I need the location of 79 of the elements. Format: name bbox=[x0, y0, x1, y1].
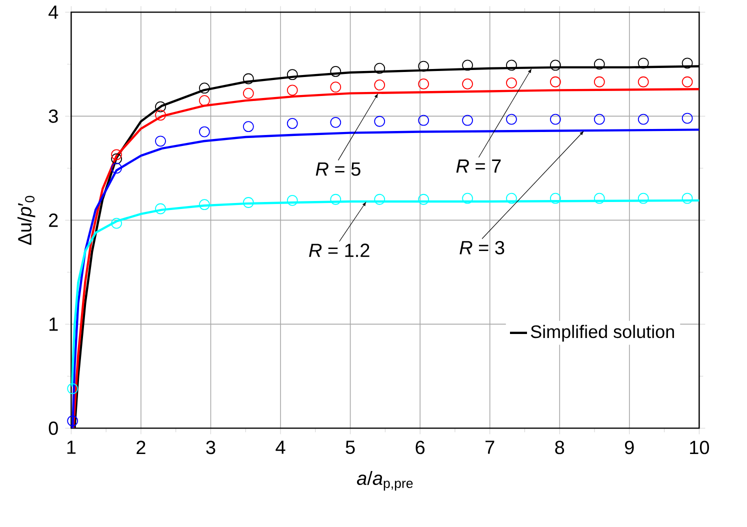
point bbox=[111, 162, 122, 174]
point bbox=[594, 192, 605, 204]
x-tick-label: 7 bbox=[486, 440, 494, 454]
y-tick-label: 0 bbox=[48, 421, 58, 435]
point bbox=[506, 114, 517, 125]
point bbox=[506, 192, 517, 204]
x-tick-label: 2 bbox=[136, 440, 146, 454]
point bbox=[199, 82, 210, 94]
x-axis-title: a/a$_{p,pre}$ bbox=[356, 471, 413, 491]
point bbox=[111, 218, 122, 229]
point bbox=[111, 153, 122, 164]
y-tick-label: 4 bbox=[48, 6, 58, 19]
point bbox=[638, 114, 649, 125]
y-tick-label: 1 bbox=[50, 318, 58, 331]
annotation: R = 7 bbox=[456, 160, 501, 173]
point bbox=[286, 84, 298, 96]
x-tick-label: 8 bbox=[555, 440, 564, 454]
x-tick-label: 4 bbox=[276, 440, 286, 454]
point bbox=[638, 76, 649, 88]
point bbox=[286, 69, 298, 80]
point bbox=[242, 88, 254, 99]
point bbox=[155, 101, 166, 112]
point bbox=[594, 76, 605, 88]
point bbox=[155, 203, 166, 214]
point bbox=[462, 78, 473, 90]
point bbox=[550, 60, 561, 71]
point bbox=[418, 60, 430, 72]
x-tick-label: 3 bbox=[206, 440, 216, 454]
point bbox=[506, 60, 517, 71]
point bbox=[682, 192, 693, 204]
legend-label: Simplified solution bbox=[530, 324, 674, 342]
point bbox=[286, 194, 298, 206]
point bbox=[506, 77, 517, 88]
point bbox=[199, 126, 210, 138]
point bbox=[462, 192, 473, 204]
point bbox=[682, 112, 693, 124]
point bbox=[594, 114, 605, 125]
point bbox=[374, 194, 386, 205]
x-tick-label: 9 bbox=[625, 440, 634, 454]
point bbox=[550, 192, 561, 204]
point bbox=[418, 194, 430, 205]
x-tick-label: 5 bbox=[346, 440, 355, 454]
y-tick-label: 3 bbox=[48, 109, 58, 123]
point bbox=[682, 76, 693, 88]
point bbox=[418, 114, 430, 126]
point bbox=[242, 197, 254, 208]
point bbox=[462, 114, 473, 126]
point bbox=[199, 95, 210, 106]
point bbox=[638, 58, 649, 69]
point bbox=[550, 114, 561, 125]
annotation: R = 1.2 bbox=[309, 244, 370, 257]
x-tick-label: 10 bbox=[690, 440, 710, 454]
point bbox=[374, 116, 386, 127]
point bbox=[330, 116, 342, 128]
point bbox=[594, 58, 605, 70]
point bbox=[199, 199, 210, 210]
point bbox=[682, 58, 693, 69]
y-tick-label: 2 bbox=[49, 214, 58, 227]
point bbox=[374, 80, 386, 90]
x-tick-label: 6 bbox=[416, 440, 425, 454]
point bbox=[550, 76, 561, 88]
point bbox=[374, 62, 386, 74]
annotation: R = 3 bbox=[460, 240, 504, 254]
point bbox=[418, 78, 430, 90]
point bbox=[330, 82, 342, 93]
point bbox=[242, 121, 254, 132]
point bbox=[638, 192, 649, 204]
point bbox=[155, 136, 166, 147]
annotation: R = 5 bbox=[316, 162, 360, 176]
point bbox=[330, 66, 342, 77]
point bbox=[111, 149, 122, 160]
point bbox=[286, 118, 298, 129]
x-tick-label: 1 bbox=[67, 440, 76, 454]
point bbox=[67, 383, 78, 394]
point bbox=[330, 194, 342, 205]
point bbox=[155, 110, 166, 121]
point bbox=[462, 60, 473, 71]
point bbox=[67, 415, 78, 426]
point bbox=[242, 73, 254, 84]
